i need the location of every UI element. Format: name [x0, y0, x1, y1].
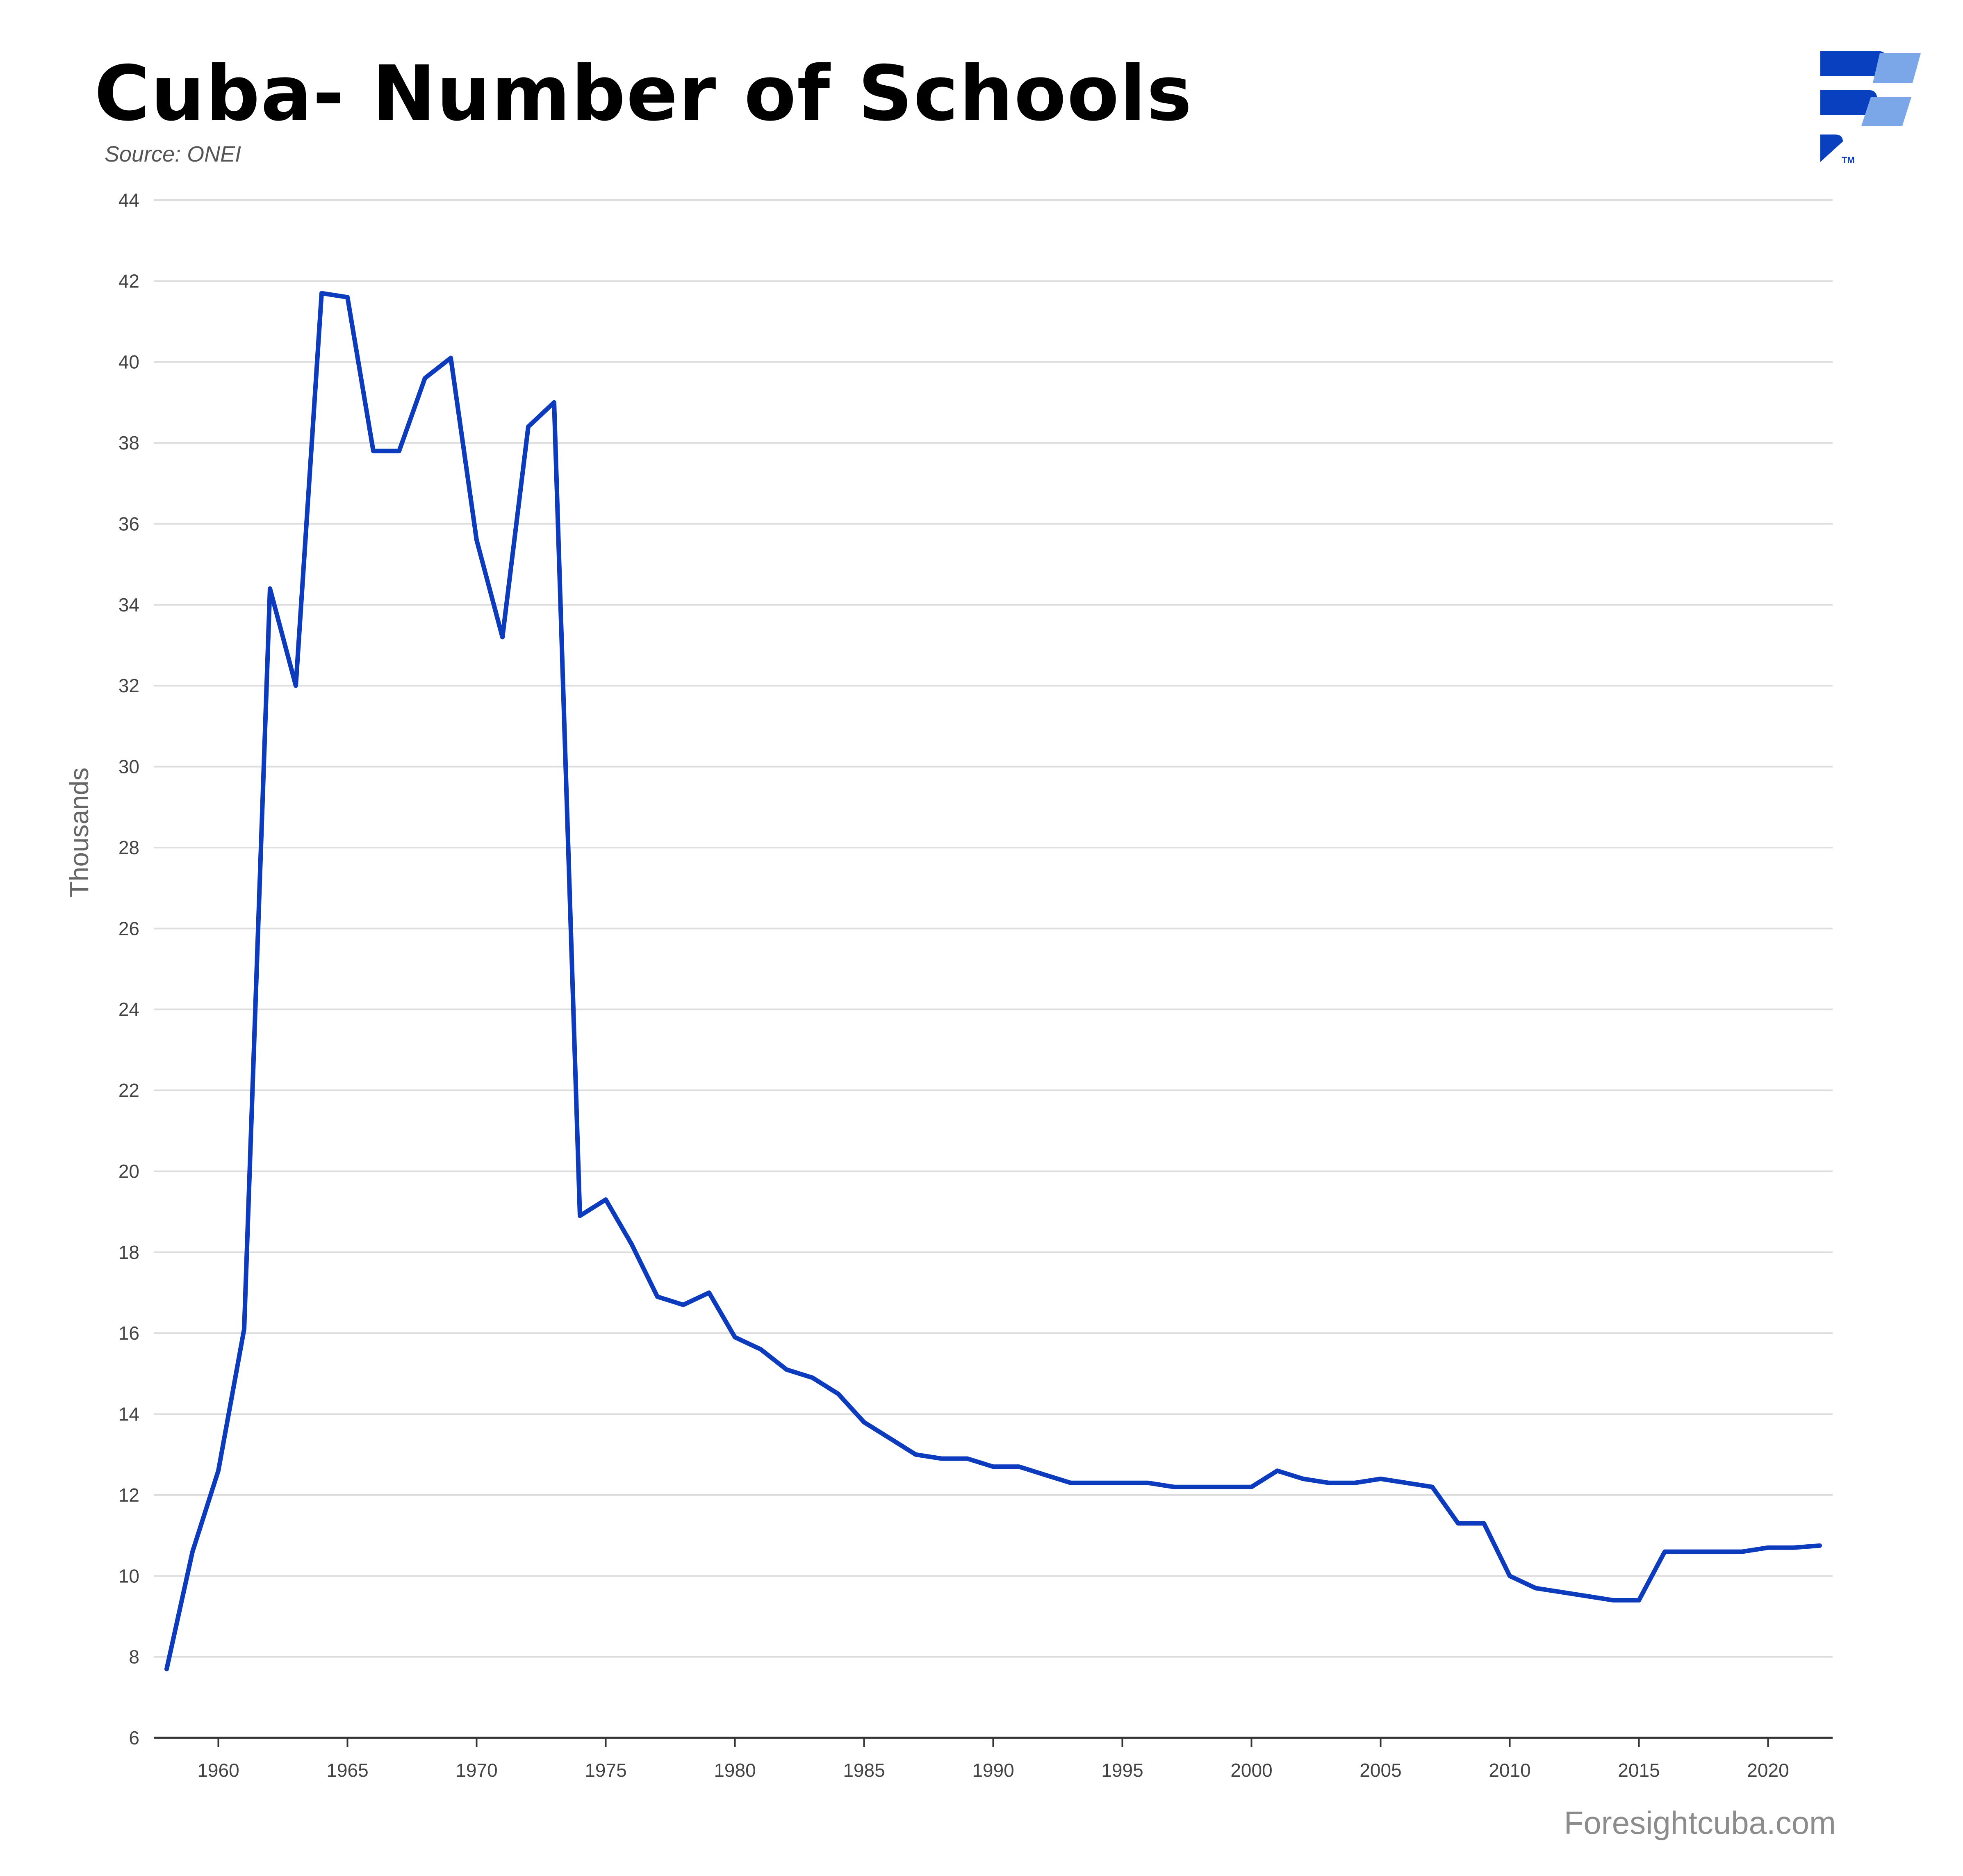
trademark-label: TM	[1842, 155, 1855, 165]
x-tick-label: 2000	[1230, 1760, 1272, 1781]
y-tick-label: 6	[129, 1727, 139, 1748]
y-tick-label: 38	[118, 432, 139, 454]
y-tick-label: 16	[118, 1322, 139, 1344]
logo-mark-icon: TM	[1820, 51, 1921, 165]
y-tick-label: 28	[118, 837, 139, 858]
y-tick-label: 8	[129, 1646, 139, 1668]
y-tick-label: 20	[118, 1160, 139, 1182]
y-tick-label: 10	[118, 1565, 139, 1587]
y-tick-label: 36	[118, 513, 139, 534]
chart-title: Cuba- Number of Schools	[94, 49, 1193, 138]
y-tick-label: 40	[118, 351, 139, 373]
footer-credit: Foresightcuba.com	[1564, 1805, 1836, 1841]
y-tick-label: 26	[118, 918, 139, 939]
x-tick-label: 2010	[1489, 1760, 1530, 1781]
x-tick-label: 1970	[455, 1760, 497, 1781]
series-group	[164, 291, 1822, 1671]
x-tick-label: 1980	[714, 1760, 756, 1781]
x-tick-label: 1975	[585, 1760, 626, 1781]
y-tick-label: 42	[118, 270, 139, 292]
y-tick-label: 34	[118, 594, 139, 615]
x-tick-label: 2015	[1618, 1760, 1660, 1781]
x-tick-label: 2020	[1747, 1760, 1789, 1781]
y-tick-label: 12	[118, 1484, 139, 1506]
x-tick-label: 2005	[1360, 1760, 1401, 1781]
x-tick-label: 1995	[1101, 1760, 1143, 1781]
y-tick-label: 30	[118, 756, 139, 777]
x-tick-label: 1965	[326, 1760, 368, 1781]
y-tick-label: 22	[118, 1080, 139, 1101]
y-tick-label: 24	[118, 999, 139, 1020]
y-tick-label: 32	[118, 675, 139, 696]
x-tick-label: 1985	[843, 1760, 885, 1781]
y-tick-label: 18	[118, 1242, 139, 1263]
y-tick-labels: 6 8 10 12 14 16 18 20 22 24 26 28 30 32 34 36 38 40 42 44	[118, 189, 139, 1748]
y-tick-label: 44	[118, 189, 139, 211]
y-tick-label: 14	[118, 1404, 139, 1425]
x-tick-label: 1990	[972, 1760, 1014, 1781]
y-axis-label: Thousands	[64, 768, 94, 898]
grid-lines	[154, 199, 1833, 1658]
foresight-cuba-logo: TM	[1812, 47, 1935, 172]
source-note: Source: ONEI	[105, 142, 241, 166]
x-tick-label: 1960	[197, 1760, 239, 1781]
x-tick-labels: 1960 1965 1970 1975 1980 1985 1990 1995 2000 2005…	[197, 1738, 1789, 1781]
series-line	[164, 291, 1822, 1671]
